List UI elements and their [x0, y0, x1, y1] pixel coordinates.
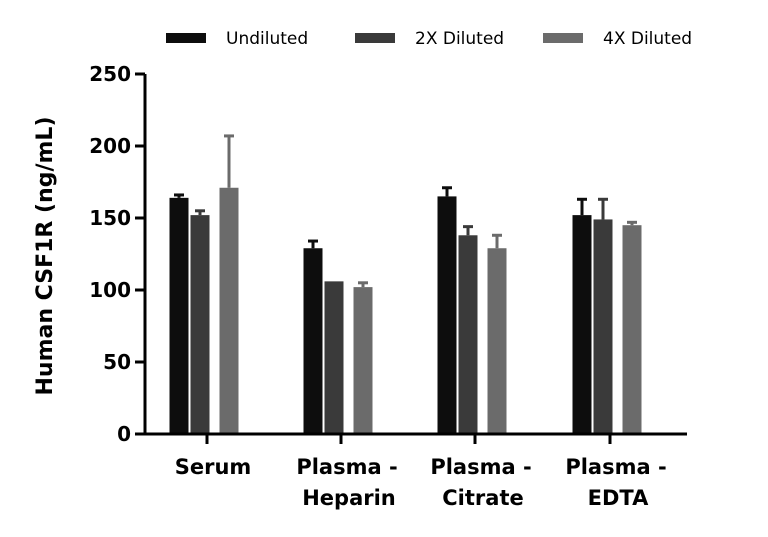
- bar-2x-diluted: [324, 281, 344, 434]
- category-label: Plasma -: [430, 455, 531, 479]
- legend-label: Undiluted: [226, 29, 308, 49]
- legend: Undiluted 2X Diluted 4X Diluted: [166, 29, 692, 49]
- category-label-line2: EDTA: [588, 486, 649, 510]
- y-tick-label: 200: [89, 134, 131, 158]
- legend-label: 2X Diluted: [415, 29, 504, 49]
- legend-label: 4X Diluted: [603, 29, 692, 49]
- bar-2x-diluted: [458, 235, 478, 434]
- bar-2x-diluted: [593, 219, 613, 434]
- bar-4x-diluted: [353, 287, 373, 434]
- bar-4x-diluted: [219, 187, 239, 434]
- bars: [169, 134, 642, 434]
- legend-swatch: [543, 33, 583, 43]
- legend-swatch: [166, 33, 206, 43]
- legend-swatch: [355, 33, 395, 43]
- bar-2x-diluted: [190, 215, 210, 434]
- bar-4x-diluted: [622, 225, 642, 434]
- category-label: Serum: [175, 455, 252, 479]
- category-label-line2: Heparin: [302, 486, 396, 510]
- y-tick-label: 150: [89, 206, 131, 230]
- bar-undiluted: [572, 215, 592, 434]
- bar-4x-diluted: [487, 248, 507, 434]
- category-label: Plasma -: [565, 455, 666, 479]
- x-ticks: Serum Plasma - Heparin Plasma - Citrate Plasm…: [175, 434, 667, 510]
- category-label: Plasma -: [296, 455, 397, 479]
- y-tick-label: 50: [103, 350, 131, 374]
- y-tick-label: 250: [89, 62, 131, 86]
- y-tick-label: 0: [117, 422, 131, 446]
- y-axis-label: Human CSF1R (ng/mL): [33, 117, 58, 396]
- bar-undiluted: [437, 196, 457, 434]
- bar-undiluted: [303, 248, 323, 434]
- axes: [143, 74, 687, 436]
- y-ticks: 0 50 100 150 200 250: [89, 62, 145, 446]
- category-label-line2: Citrate: [442, 486, 523, 510]
- bar-undiluted: [169, 197, 189, 434]
- y-tick-label: 100: [89, 278, 131, 302]
